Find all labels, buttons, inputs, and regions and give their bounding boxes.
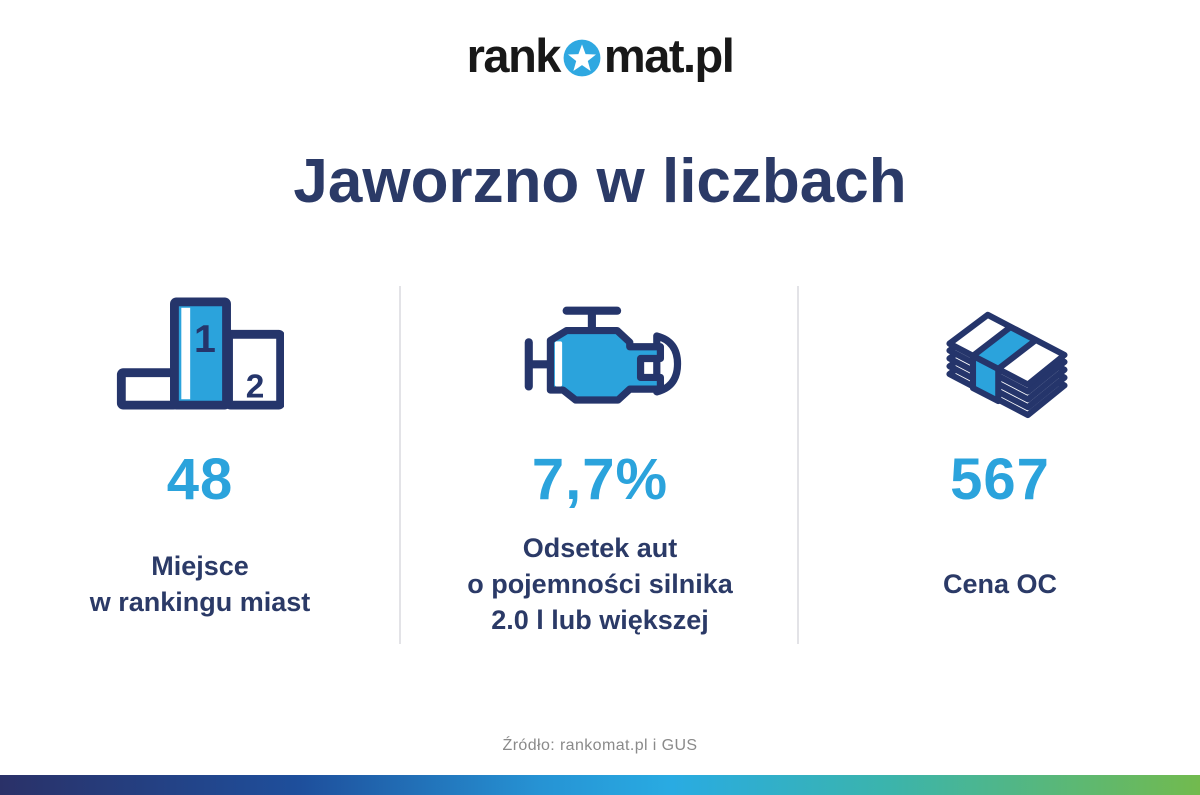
stat-price-label: Cena OC (942, 569, 1058, 600)
podium-rank-1: 1 (194, 317, 216, 361)
podium-rank-2: 2 (246, 368, 265, 405)
column-divider-left (399, 286, 401, 644)
footer-gradient-bar (0, 775, 1200, 795)
source-text: Źródło: rankomat.pl i GUS (502, 737, 698, 754)
stat-price: 567 Cena OC (800, 283, 1200, 641)
stat-price-icon-box (925, 283, 1075, 425)
stat-ranking: 1 2 48 Miejsce w rankingu miast (0, 283, 400, 641)
column-divider-right (797, 286, 799, 644)
stat-ranking-icon-box: 1 2 (116, 283, 284, 425)
stats-row: 1 2 48 Miejsce w rankingu miast 7,7% Ods… (0, 283, 1200, 641)
podium-icon: 1 2 (116, 297, 284, 410)
stat-ranking-label: Miejsce w rankingu miast (89, 551, 311, 617)
money-stack-icon (946, 311, 1068, 418)
page-title: Jaworzno w liczbach (293, 146, 907, 216)
stat-engine-label: Odsetek aut o pojemności silnika 2.0 l l… (467, 533, 733, 635)
stat-engine-value: 7,7% (531, 447, 669, 512)
logo: rank mat.pl (0, 28, 1200, 82)
stat-ranking-value: 48 (166, 447, 234, 512)
stat-engine: 7,7% Odsetek aut o pojemności silnika 2.… (400, 283, 800, 641)
stat-price-value: 567 (950, 447, 1050, 512)
engine-icon (524, 306, 682, 404)
logo-text-after: mat.pl (603, 28, 735, 82)
logo-text-before: rank (466, 28, 562, 82)
stat-engine-icon-box (514, 283, 686, 425)
star-in-circle-icon (562, 38, 602, 78)
